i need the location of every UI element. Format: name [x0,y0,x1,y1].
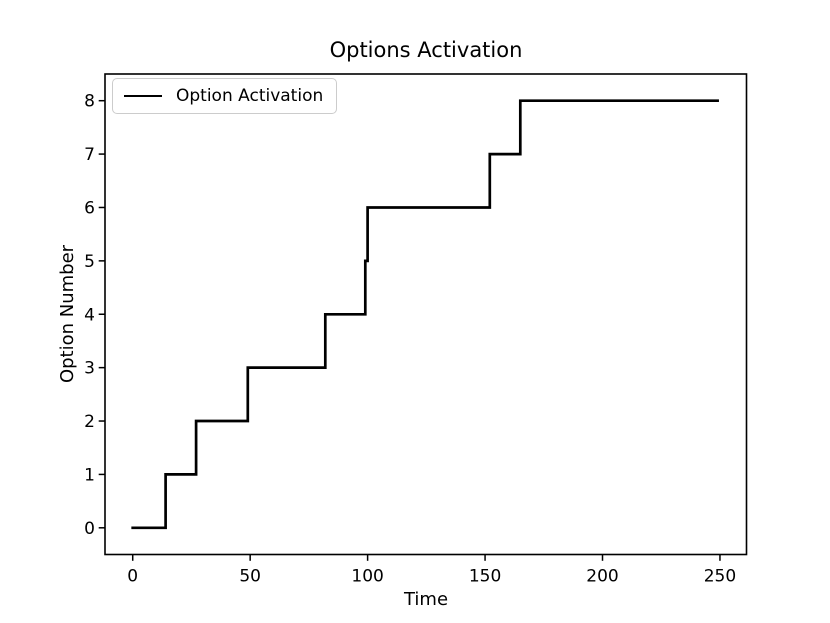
legend: Option Activation [112,78,337,114]
y-tick-label: 2 [84,412,95,432]
x-tick-label: 50 [239,567,261,587]
y-tick-label: 3 [84,359,95,379]
y-tick-label: 6 [84,198,95,218]
legend-line-sample [124,95,162,97]
x-tick-label: 150 [469,567,501,587]
x-tick-label: 250 [704,567,736,587]
y-tick-label: 0 [84,519,95,539]
x-tick-label: 200 [586,567,618,587]
y-tick-label: 7 [84,145,95,165]
x-tick-label: 0 [127,567,138,587]
y-tick-label: 8 [84,92,95,112]
y-tick-label: 5 [84,252,95,272]
y-axis-label: Option Number [57,244,78,384]
x-axis-label: Time [403,589,449,610]
legend-label: Option Activation [176,86,324,106]
y-tick-label: 4 [84,305,95,325]
chart-title: Options Activation [329,38,523,62]
y-tick-label: 1 [84,465,95,485]
x-tick-label: 100 [351,567,383,587]
axes-frame [104,73,748,556]
series-line [131,99,719,530]
